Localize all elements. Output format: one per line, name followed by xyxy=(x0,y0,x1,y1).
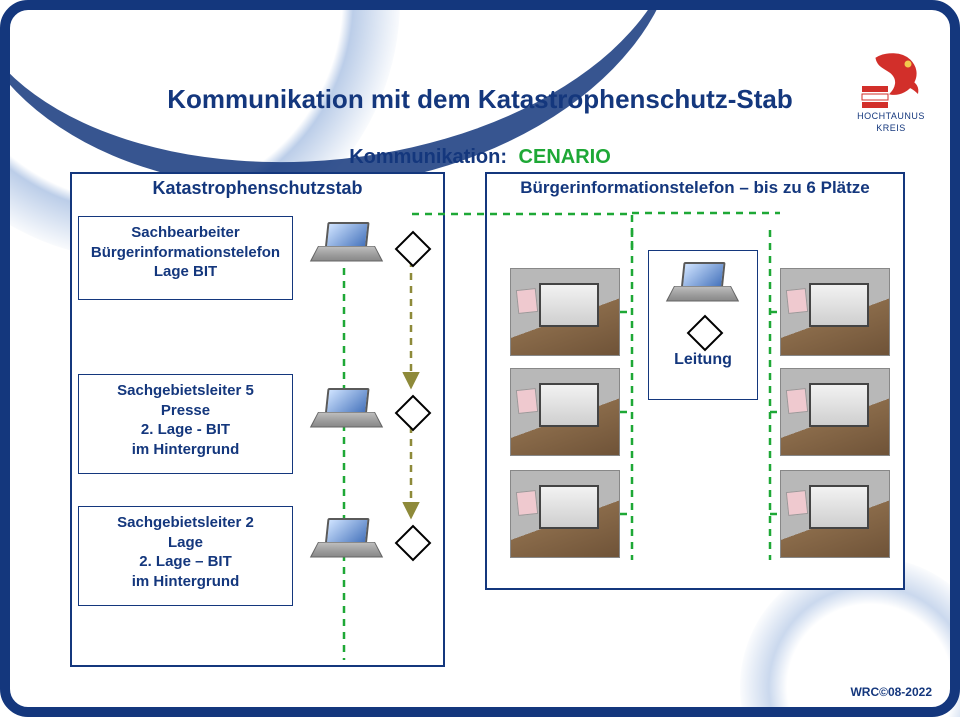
page-subtitle: Kommunikation: CENARIO xyxy=(0,146,960,169)
node3-line2: Lage xyxy=(83,533,288,553)
workstation-photo xyxy=(510,268,620,356)
page-title: Kommunikation mit dem Katastrophenschutz… xyxy=(0,84,960,115)
workstation-photo xyxy=(780,368,890,456)
laptop-icon xyxy=(674,262,729,304)
node-sachbearbeiter: Sachbearbeiter Bürgerinformationstelefon… xyxy=(78,216,293,300)
node1-line2: Bürgerinformationstelefon xyxy=(83,243,288,263)
node2-line1: Sachgebietsleiter 5 xyxy=(83,381,288,401)
node2-line4: im Hintergrund xyxy=(83,440,288,460)
laptop-icon xyxy=(318,388,373,430)
node3-line3: 2. Lage – BIT xyxy=(83,552,288,572)
node2-line2: Presse xyxy=(83,401,288,421)
logo: HOCHTAUNUS KREIS xyxy=(846,50,936,134)
node-sgl2: Sachgebietsleiter 2 Lage 2. Lage – BIT i… xyxy=(78,506,293,606)
node3-line4: im Hintergrund xyxy=(83,572,288,592)
leitung-label: Leitung xyxy=(649,351,757,369)
laptop-icon xyxy=(318,518,373,560)
subtitle-word: CENARIO xyxy=(519,146,611,168)
node-sgl5: Sachgebietsleiter 5 Presse 2. Lage - BIT… xyxy=(78,374,293,474)
node1-line3: Lage BIT xyxy=(83,262,288,282)
page-number: 1777 xyxy=(20,12,44,24)
node3-line1: Sachgebietsleiter 2 xyxy=(83,513,288,533)
footer-note: WRC©08-2022 xyxy=(850,685,932,699)
workstation-photo xyxy=(510,368,620,456)
workstation-photo xyxy=(780,470,890,558)
laptop-icon xyxy=(318,222,373,264)
logo-text-2: KREIS xyxy=(846,124,936,134)
workstation-photo xyxy=(780,268,890,356)
logo-text-1: HOCHTAUNUS xyxy=(846,112,936,122)
node2-line3: 2. Lage - BIT xyxy=(83,420,288,440)
node1-line1: Sachbearbeiter xyxy=(83,223,288,243)
panel-stab-title: Katastrophenschutzstab xyxy=(72,178,443,199)
workstation-photo xyxy=(510,470,620,558)
slide: 1777 HOCHTAUNUS KREIS Kommunikation mit … xyxy=(0,0,960,717)
panel-bit-title: Bürgerinformationstelefon – bis zu 6 Plä… xyxy=(487,178,903,198)
subtitle-label: Kommunikation: xyxy=(349,146,507,168)
lion-crest-icon xyxy=(856,50,926,110)
